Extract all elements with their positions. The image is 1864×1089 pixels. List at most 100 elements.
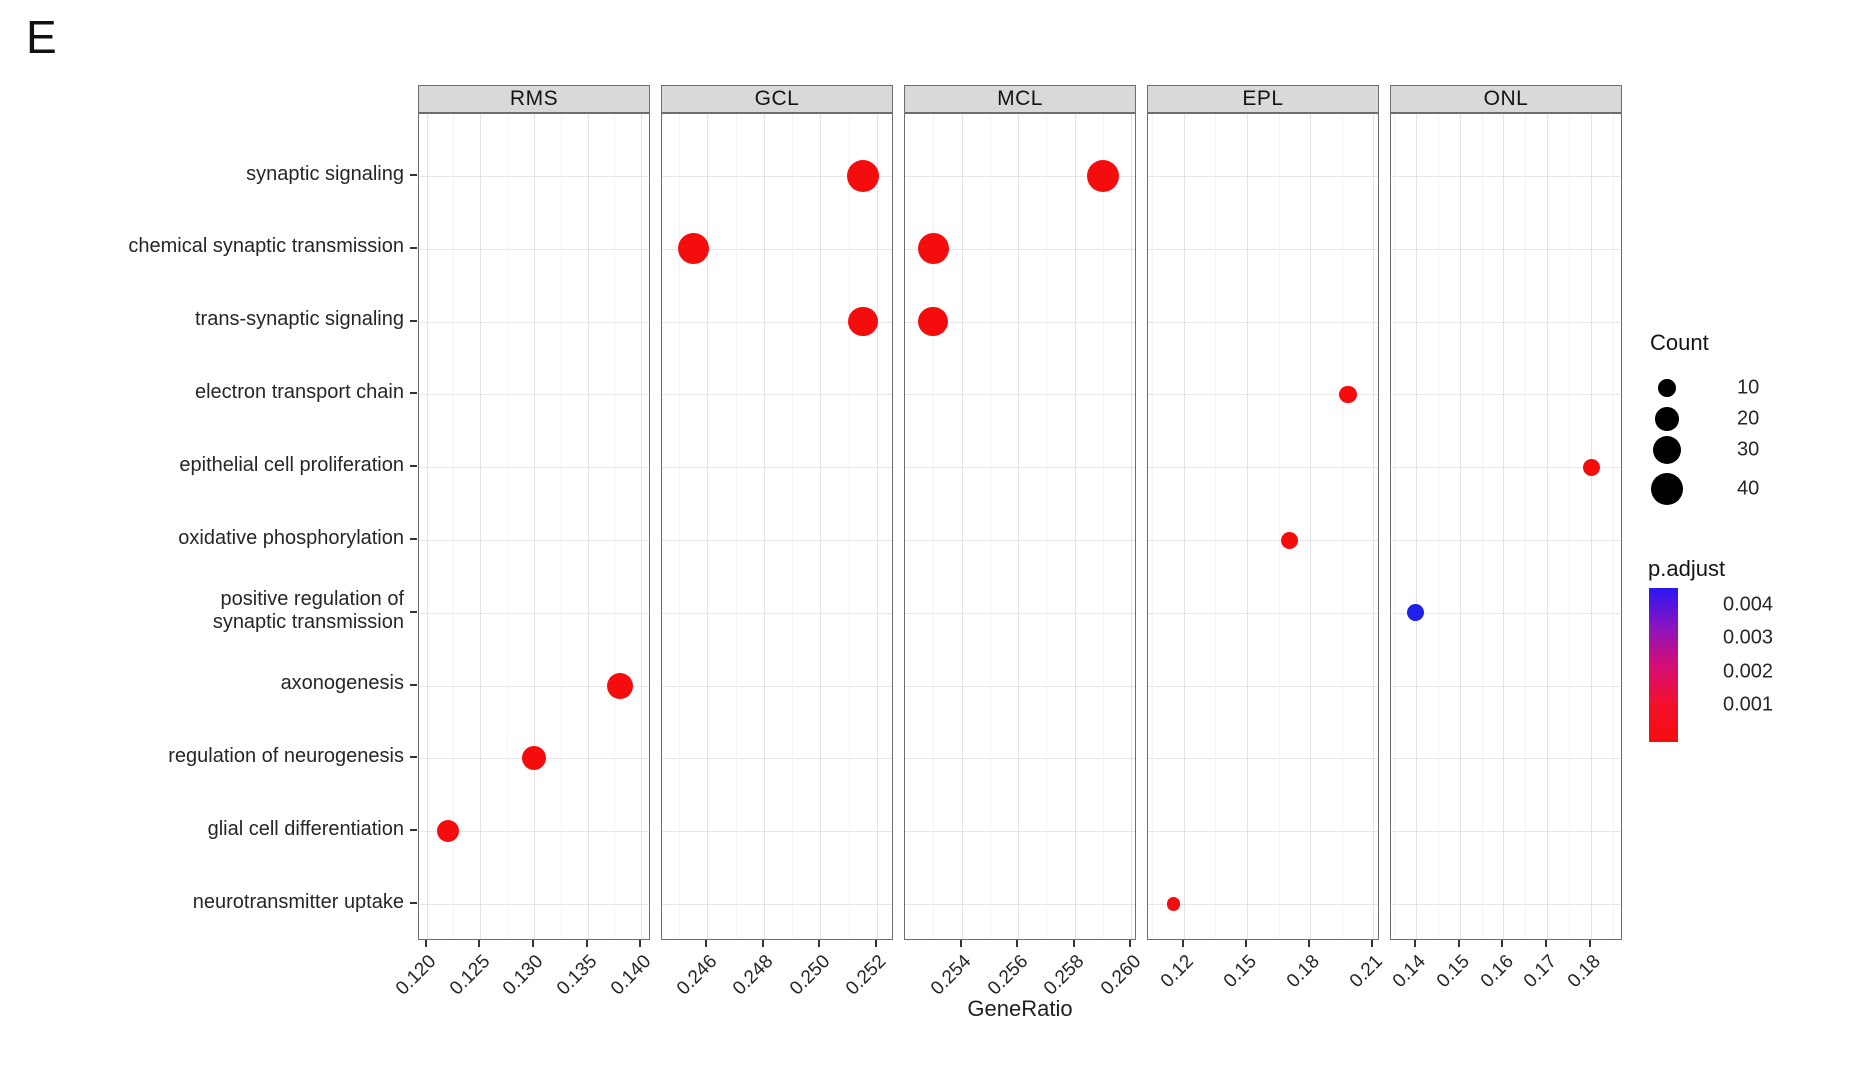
y-axis-label: electron transport chain (0, 381, 404, 404)
x-axis-tick-mark (959, 940, 962, 947)
gridline-horizontal (1148, 248, 1378, 250)
y-axis-tick-mark (410, 610, 417, 613)
gridline-horizontal (1391, 321, 1621, 323)
gridline-horizontal (662, 612, 892, 614)
gridline-horizontal (662, 467, 892, 469)
x-axis-tick-mark (761, 940, 764, 947)
x-axis-tick-label-text: 0.246 (672, 951, 722, 1000)
gridline-horizontal (662, 321, 892, 323)
gridline-horizontal (662, 685, 892, 687)
count-legend-circle (1655, 407, 1679, 431)
x-axis-tick-mark (639, 940, 642, 947)
gridline-horizontal (1148, 394, 1378, 396)
padjust-legend-value: 0.003 (1723, 626, 1774, 649)
gridline-vertical-minor (989, 114, 991, 939)
y-axis-tick-mark (410, 319, 417, 322)
y-axis-tick-mark (410, 829, 417, 832)
gridline-vertical-major (426, 114, 428, 939)
facet-plot-MCL (904, 113, 1136, 940)
padjust-legend-value: 0.004 (1723, 593, 1774, 616)
gridline-vertical-minor (1152, 114, 1154, 939)
x-axis-tick-mark (1371, 940, 1374, 947)
y-axis-label: neurotransmitter uptake (0, 891, 404, 914)
y-axis-tick-mark (410, 756, 417, 759)
gridline-vertical-minor (735, 114, 737, 939)
gridline-horizontal (1148, 467, 1378, 469)
gridline-horizontal (1391, 467, 1621, 469)
y-axis-tick-mark (410, 465, 417, 468)
gridline-vertical-major (1459, 114, 1461, 939)
count-legend-value: 30 (1737, 438, 1760, 461)
gridline-horizontal (1148, 612, 1378, 614)
gridline-horizontal (1391, 831, 1621, 833)
x-axis-tick-mark (585, 940, 588, 947)
facet-header-RMS: RMS (418, 85, 650, 113)
gridline-horizontal (1148, 176, 1378, 177)
gridline-vertical-major (587, 114, 589, 939)
count-legend-title: Count (1650, 330, 1709, 355)
x-axis-tick-label-text: 0.12 (1156, 951, 1198, 993)
padjust-legend-value: 0.001 (1723, 693, 1774, 716)
x-axis-tick-mark (1501, 940, 1504, 947)
facet-header-EPL: EPL (1147, 85, 1379, 113)
gridline-horizontal (905, 904, 1135, 905)
gridline-horizontal (662, 540, 892, 541)
data-point-EPL (1166, 897, 1181, 911)
gridline-vertical-minor (507, 114, 509, 939)
x-axis-tick-label-text: 0.17 (1520, 951, 1562, 993)
x-axis-tick-label-text: 0.130 (499, 951, 548, 1000)
gridline-vertical-major (1183, 114, 1185, 939)
gridline-horizontal (1391, 612, 1621, 614)
x-axis-title: GeneRatio (967, 996, 1073, 1021)
gridline-vertical-major (820, 114, 822, 939)
gridline-horizontal (1391, 758, 1621, 760)
x-axis-tick-label-text: 0.258 (1040, 951, 1089, 1000)
gridline-vertical-major (1547, 114, 1549, 939)
data-point-ONL (1407, 604, 1425, 622)
gridline-horizontal (1391, 904, 1621, 905)
gridline-vertical-major (641, 114, 643, 939)
y-axis-label: epithelial cell proliferation (0, 454, 404, 477)
data-point-RMS (521, 746, 546, 771)
gridline-vertical-major (1591, 114, 1593, 939)
gridline-vertical-minor (1525, 114, 1527, 939)
x-axis-tick-label-text: 0.14 (1388, 951, 1430, 993)
x-axis-tick-mark (1072, 940, 1075, 947)
gridline-horizontal (1148, 685, 1378, 687)
gridline-horizontal (1148, 904, 1378, 905)
x-axis-tick-mark (875, 940, 878, 947)
x-axis-tick-label-text: 0.18 (1563, 951, 1605, 993)
y-axis-label-line: synaptic signaling (246, 162, 404, 185)
x-axis-tick-mark (818, 940, 821, 947)
facet-plot-EPL (1147, 113, 1379, 940)
gridline-horizontal (905, 831, 1135, 833)
y-axis-label-line: neurotransmitter uptake (192, 890, 404, 913)
y-axis-label-line: chemical synaptic transmission (128, 235, 404, 258)
padjust-gradient-bar (1649, 588, 1678, 742)
padjust-legend-value: 0.002 (1723, 660, 1774, 683)
gridline-horizontal (1148, 321, 1378, 323)
y-axis-tick-mark (410, 683, 417, 686)
count-legend-value: 40 (1737, 477, 1760, 500)
gridline-vertical-minor (678, 114, 680, 939)
y-axis-label: positive regulation of synaptic transmiss… (0, 588, 404, 634)
gridline-horizontal (905, 248, 1135, 250)
y-axis-tick-mark (410, 538, 417, 540)
x-axis-tick-label-text: 0.254 (926, 951, 976, 1000)
y-axis-label-line: glial cell differentiation (207, 817, 404, 840)
gridline-horizontal (662, 831, 892, 833)
gridline-horizontal (905, 467, 1135, 469)
y-axis-tick-mark (410, 392, 417, 395)
gridline-horizontal (905, 540, 1135, 541)
x-axis-tick-label-text: 0.120 (391, 951, 441, 1000)
x-axis-tick-mark (424, 940, 427, 947)
x-axis-tick-mark (1244, 940, 1247, 947)
x-axis-tick-mark (531, 940, 534, 947)
gridline-vertical-major (707, 114, 709, 939)
gridline-horizontal (662, 394, 892, 396)
gridline-vertical-major (1131, 114, 1133, 939)
x-axis-tick-mark (1181, 940, 1184, 947)
count-legend-circle (1651, 473, 1683, 505)
x-axis-tick-mark (1545, 940, 1548, 947)
gridline-horizontal (1148, 831, 1378, 833)
